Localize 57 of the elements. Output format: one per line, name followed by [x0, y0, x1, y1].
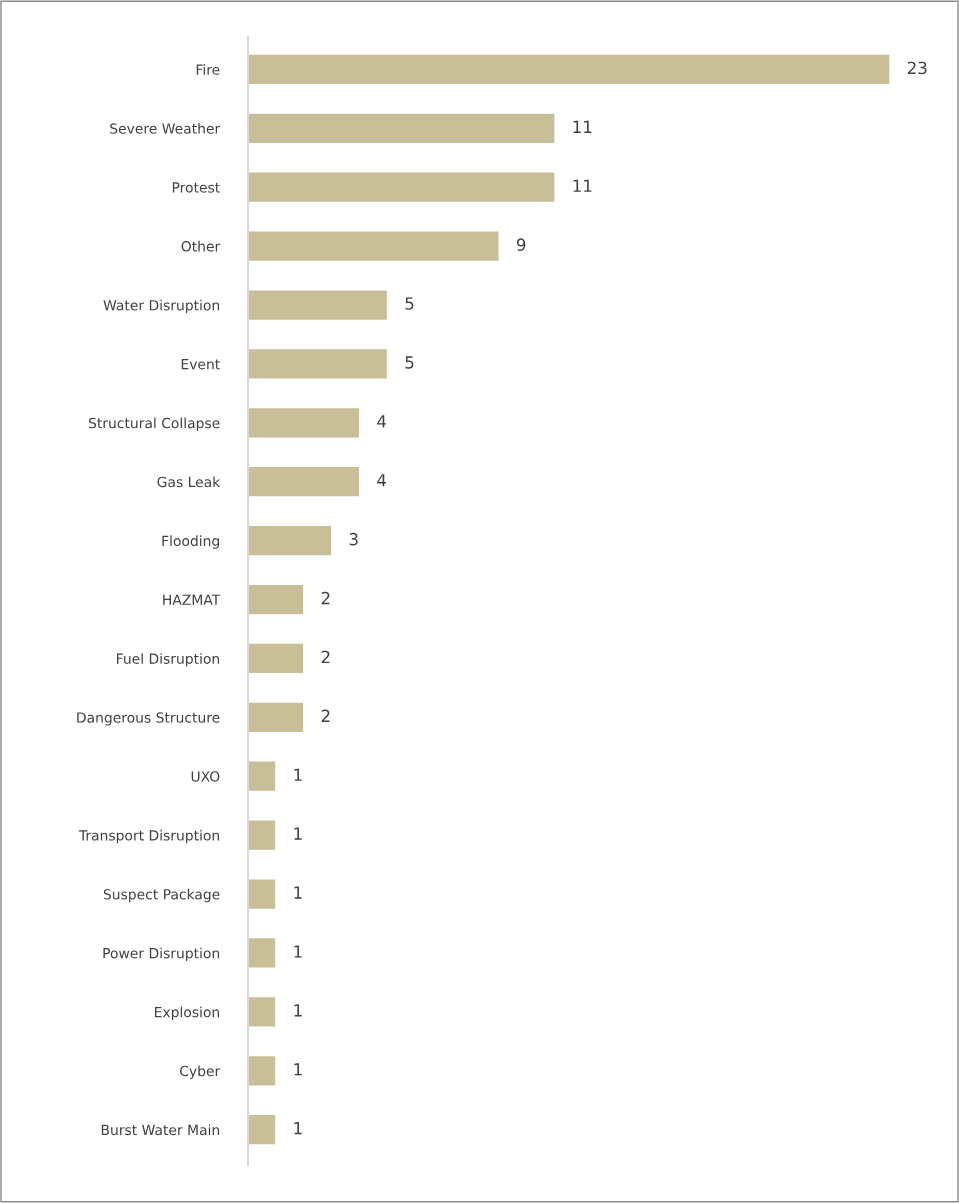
y-tick-label: HAZMAT [163, 594, 221, 605]
data-label: 1 [294, 1122, 302, 1135]
bar [248, 878, 277, 911]
data-label: 1 [294, 1063, 302, 1076]
y-tick-label: Protest [172, 182, 220, 193]
data-label: 2 [321, 650, 330, 664]
bar [248, 1113, 277, 1146]
bar [248, 701, 305, 734]
y-tick-label: Suspect Package [103, 888, 220, 903]
data-label: 5 [405, 356, 414, 369]
bar [248, 347, 389, 380]
bar [248, 289, 389, 322]
y-tick-label: Cyber [180, 1065, 221, 1079]
data-label: 11 [573, 179, 592, 192]
data-label: 3 [349, 532, 358, 546]
y-tick-label: Transport Disruption [78, 829, 220, 844]
data-label: 11 [573, 120, 592, 133]
bar [248, 465, 361, 498]
y-tick-label: Explosion [155, 1006, 220, 1021]
data-label: 1 [294, 945, 302, 958]
bar [248, 819, 277, 852]
bar [248, 230, 500, 263]
y-tick-label: UXO [191, 771, 220, 782]
y-tick-label: Burst Water Main [101, 1124, 220, 1136]
y-tick-label: Flooding [162, 535, 219, 549]
y-tick-label: Structural Collapse [88, 417, 220, 431]
bar [248, 171, 556, 204]
y-tick-label: Fire [196, 64, 220, 75]
bar [248, 112, 556, 145]
data-label: 1 [294, 768, 302, 781]
y-tick-label: Fuel Disruption [117, 653, 220, 667]
data-label: 4 [377, 415, 386, 428]
y-tick-label: Severe Weather [110, 123, 221, 134]
bar [248, 406, 361, 439]
data-label: 2 [321, 591, 330, 605]
bar [248, 53, 891, 86]
data-label: 1 [294, 886, 302, 899]
data-label: 5 [405, 297, 414, 310]
bar [248, 524, 333, 557]
bar [248, 583, 305, 616]
bar [248, 760, 277, 793]
y-tick-label: Power Disruption [103, 947, 220, 962]
y-tick-label: Gas Leak [157, 476, 221, 488]
bar [248, 936, 277, 969]
data-label: 4 [377, 474, 386, 487]
data-label: 1 [294, 827, 302, 840]
y-tick-label: Water Disruption [103, 299, 220, 314]
data-label: 2 [321, 709, 330, 722]
y-tick-label: Other [181, 240, 221, 252]
y-tick-label: Event [181, 359, 220, 370]
data-label: 1 [294, 1004, 302, 1017]
data-label: 9 [516, 238, 526, 251]
data-label: 23 [907, 61, 927, 75]
bar [248, 642, 305, 675]
bar [248, 995, 277, 1028]
bar [248, 1054, 277, 1087]
y-tick-label: Dangerous Structure [77, 712, 220, 726]
